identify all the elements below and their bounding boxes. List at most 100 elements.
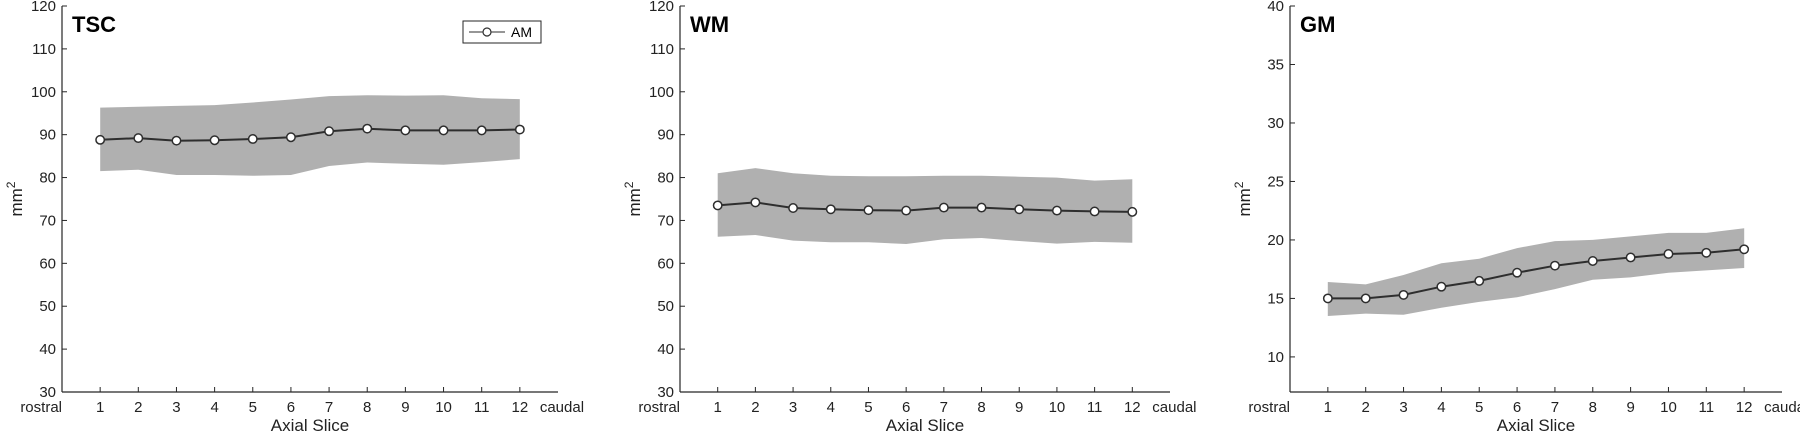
y-tick-label: 100 [649, 84, 674, 101]
x-tick-label-caudal: caudal [1152, 399, 1196, 416]
x-tick-label: 5 [249, 399, 257, 416]
x-axis-label: Axial Slice [271, 416, 349, 435]
y-axis-label-unit: mm [1235, 188, 1254, 216]
series-line-am [717, 201, 1133, 213]
y-tick-label: 40 [1267, 0, 1284, 15]
x-tick-label: 11 [474, 399, 490, 416]
y-tick-label: 30 [39, 384, 56, 401]
y-tick-label: 110 [650, 41, 674, 58]
x-tick-label: 1 [96, 399, 104, 416]
x-tick-label: 3 [789, 399, 797, 416]
y-tick-label: 60 [39, 255, 56, 272]
y-axis-label: mm2 [1232, 181, 1254, 216]
x-tick-label: 2 [1362, 399, 1370, 416]
x-tick-label: 9 [401, 399, 409, 416]
y-tick-label: 70 [657, 212, 674, 229]
y-tick-label: 50 [657, 298, 674, 315]
data-point [1587, 256, 1598, 266]
x-tick-label: 3 [1399, 399, 1407, 416]
x-tick-label: 2 [751, 399, 759, 416]
y-tick-label: 80 [657, 170, 674, 187]
x-tick-label: 7 [1551, 399, 1559, 416]
y-tick-label: 70 [39, 212, 56, 229]
legend-marker [482, 27, 492, 37]
y-tick-label: 80 [39, 170, 56, 187]
x-tick-label: 9 [1015, 399, 1023, 416]
panel-title: TSC [72, 12, 116, 37]
data-point [1739, 244, 1750, 255]
data-point [976, 202, 987, 213]
x-tick-label: 12 [1736, 399, 1753, 416]
x-tick-label: 5 [1475, 399, 1483, 416]
data-point [171, 135, 182, 146]
panel-title: WM [690, 12, 729, 37]
y-tick-label: 100 [31, 84, 56, 101]
data-point [1474, 275, 1485, 286]
data-point [788, 203, 799, 213]
y-axis-label: mm2 [622, 181, 644, 216]
y-tick-label: 30 [657, 384, 674, 401]
x-tick-label: 10 [435, 399, 452, 416]
data-point [1051, 205, 1062, 216]
x-tick-label: 2 [134, 399, 142, 416]
panel-title: GM [1300, 12, 1335, 37]
x-tick-label: 8 [363, 399, 371, 416]
legend-label: AM [511, 24, 532, 40]
x-tick-label: 4 [210, 399, 218, 416]
x-tick-label: 6 [287, 399, 295, 416]
data-point [324, 126, 335, 137]
x-tick-label: 7 [940, 399, 948, 416]
data-point [1360, 293, 1371, 304]
sd-band [100, 95, 520, 176]
y-tick-label: 110 [32, 41, 56, 58]
x-tick-label-rostral: rostral [20, 399, 62, 416]
x-tick-label: 11 [1087, 399, 1103, 416]
y-tick-label: 30 [1267, 115, 1284, 132]
data-point [514, 124, 525, 135]
data-point [1701, 247, 1712, 258]
data-point [750, 197, 761, 208]
x-tick-label-rostral: rostral [638, 399, 680, 416]
x-tick-label: 12 [512, 399, 529, 416]
y-tick-label: 90 [39, 127, 56, 144]
y-tick-label: 25 [1267, 173, 1284, 190]
data-point [825, 204, 836, 215]
y-tick-label: 60 [657, 255, 674, 272]
x-tick-label: 8 [977, 399, 985, 416]
series-line-am [100, 127, 520, 142]
x-tick-label: 4 [827, 399, 835, 416]
data-point [901, 205, 912, 216]
x-tick-label-caudal: caudal [540, 399, 584, 416]
x-axis-label: Axial Slice [1497, 416, 1575, 435]
y-tick-label: 15 [1267, 290, 1284, 307]
sd-band [1327, 228, 1745, 316]
x-tick-label: 1 [714, 399, 722, 416]
data-point [247, 134, 258, 144]
y-axis-label-superscript: 2 [622, 181, 636, 188]
x-tick-label-rostral: rostral [1248, 399, 1290, 416]
data-point [133, 133, 144, 144]
x-tick-label: 11 [1699, 399, 1715, 416]
y-axis-label-unit: mm [625, 188, 644, 216]
data-point [1436, 281, 1447, 292]
data-point [438, 125, 449, 136]
y-tick-label: 20 [1267, 232, 1284, 249]
y-tick-label: 40 [657, 341, 674, 358]
y-tick-label: 35 [1267, 56, 1284, 73]
y-axis-label-unit: mm [7, 188, 26, 216]
data-point [863, 205, 874, 216]
x-tick-label: 12 [1124, 399, 1141, 416]
y-tick-label: 90 [657, 127, 674, 144]
y-axis-label-superscript: 2 [1232, 181, 1246, 188]
data-point [1512, 267, 1523, 278]
data-point [1127, 206, 1138, 217]
data-point [95, 134, 106, 145]
data-point [1398, 289, 1409, 300]
y-tick-label: 10 [1267, 349, 1284, 366]
x-tick-label: 5 [864, 399, 872, 416]
data-point [1089, 206, 1100, 217]
y-tick-label: 50 [39, 298, 56, 315]
